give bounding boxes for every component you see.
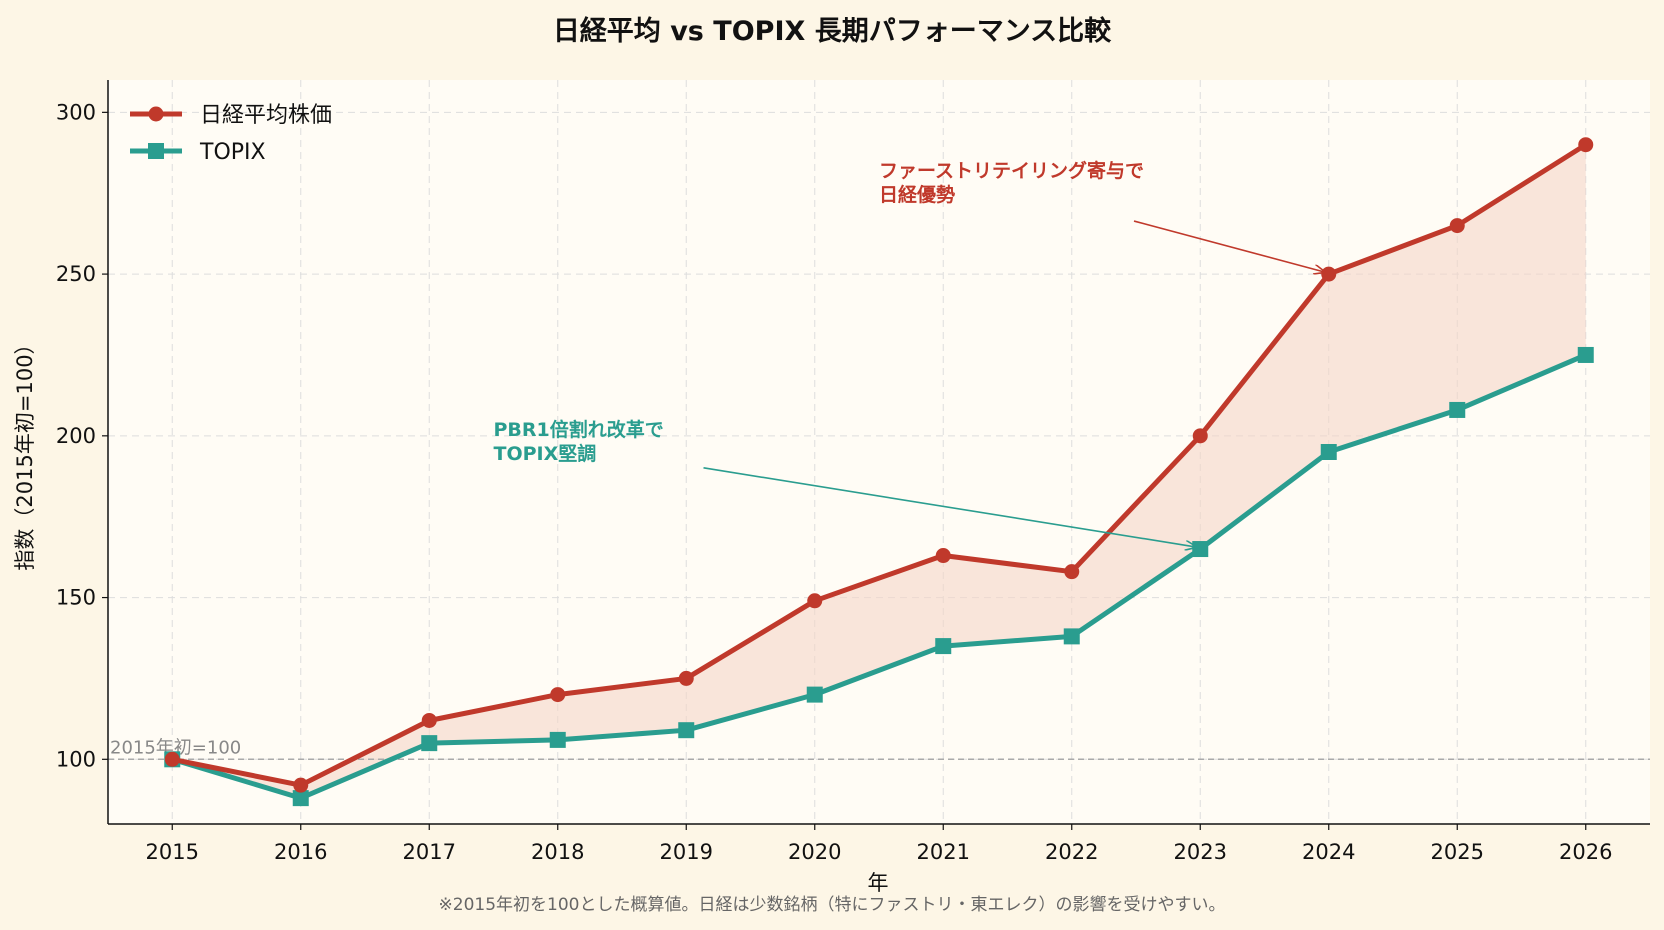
legend-label: TOPIX (199, 140, 266, 165)
y-tick-label: 300 (56, 100, 96, 124)
data-point (550, 687, 566, 703)
x-tick-label: 2023 (1174, 840, 1227, 864)
x-tick-label: 2015 (146, 840, 199, 864)
x-tick-label: 2016 (274, 840, 327, 864)
x-tick-label: 2021 (917, 840, 970, 864)
series-line (169, 142, 1589, 788)
y-tick-label: 100 (56, 747, 96, 771)
annotation-text: TOPIX堅調 (494, 442, 597, 465)
annotation-text: ファーストリテイリング寄与で (879, 159, 1144, 182)
data-point (1578, 137, 1594, 153)
data-point (678, 722, 695, 739)
annotation-text: PBR1倍割れ改革で (494, 418, 664, 441)
data-point (549, 731, 566, 748)
data-point (678, 670, 694, 686)
footnote: ※2015年初を100とした概算値。日経は少数銘柄（特にファストリ・東エレク）の… (439, 895, 1226, 915)
data-point (1063, 628, 1080, 645)
x-tick-label: 2022 (1045, 840, 1098, 864)
gap-fill-area (172, 144, 1586, 799)
data-point (935, 548, 951, 564)
x-tick-label: 2024 (1302, 840, 1355, 864)
x-tick-label: 2018 (531, 840, 584, 864)
data-point (1064, 564, 1080, 580)
chart-title: 日経平均 vs TOPIX 長期パフォーマンス比較 (553, 15, 1112, 47)
data-point (935, 638, 952, 655)
x-tick-label: 2026 (1559, 840, 1612, 864)
plot-area (108, 80, 1650, 824)
data-point (164, 751, 180, 767)
annotation-text: 日経優勢 (879, 183, 955, 206)
legend-marker (148, 143, 164, 159)
data-point (1192, 541, 1209, 558)
x-axis-label: 年 (868, 871, 889, 895)
y-axis-label: 指数（2015年初=100） (13, 333, 37, 570)
data-point (292, 790, 309, 807)
annotation-arrow (703, 467, 1197, 547)
data-point (421, 712, 437, 728)
y-tick-label: 200 (56, 424, 96, 448)
data-point (1320, 444, 1337, 460)
data-point (1577, 346, 1594, 363)
data-point (807, 593, 823, 609)
x-tick-label: 2020 (788, 840, 841, 864)
data-point (1192, 428, 1208, 444)
legend-marker (148, 106, 164, 122)
y-tick-label: 250 (56, 262, 96, 286)
data-point (1321, 266, 1337, 282)
series-line (169, 352, 1589, 801)
x-tick-label: 2019 (660, 840, 713, 864)
baseline-label: 2015年初=100 (110, 737, 241, 758)
data-point (1449, 401, 1466, 418)
annotation-arrow (1133, 220, 1325, 272)
x-tick-label: 2017 (403, 840, 456, 864)
data-point (293, 777, 309, 793)
y-tick-label: 150 (56, 586, 96, 610)
data-point (1449, 218, 1465, 234)
x-tick-label: 2025 (1431, 840, 1484, 864)
data-point (421, 735, 438, 752)
data-point (806, 686, 823, 703)
legend-label: 日経平均株価 (200, 103, 332, 128)
